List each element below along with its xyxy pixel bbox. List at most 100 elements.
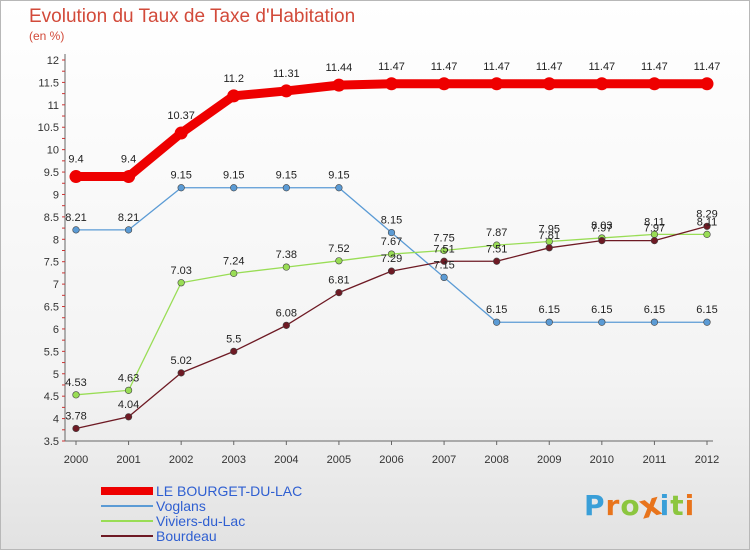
data-label: 6.15: [696, 304, 717, 316]
data-label: 9.15: [223, 170, 244, 182]
legend-label: Bourdeau: [156, 528, 217, 544]
data-label: 6.81: [328, 275, 349, 287]
data-label: 5.02: [170, 355, 191, 367]
data-label: 8.03: [591, 220, 612, 232]
data-label: 4.04: [118, 399, 139, 411]
data-label: 9.15: [170, 170, 191, 182]
data-labels: 9.4 9.4 10.37 11.2 11.31 11.44 11.47 11.47 11.47…: [65, 61, 720, 423]
data-point: [387, 228, 396, 237]
y-tick-label: 5: [53, 369, 59, 381]
data-label: 3.78: [65, 410, 86, 422]
data-label: 7.52: [328, 243, 349, 255]
data-point: [282, 184, 290, 192]
data-label: 11.47: [588, 61, 615, 73]
data-point: [493, 257, 501, 265]
data-point: [598, 318, 606, 326]
series-points: [69, 77, 714, 433]
data-label: 7.03: [170, 265, 191, 277]
data-label: 7.95: [539, 224, 560, 236]
data-point: [177, 184, 185, 192]
data-label: 7.87: [486, 227, 507, 239]
data-label: 7.67: [381, 236, 402, 248]
data-label: 8.15: [381, 215, 402, 227]
x-tick-label: 2007: [432, 454, 456, 466]
y-tick-label: 11: [48, 100, 59, 112]
data-label: 11.47: [641, 61, 668, 73]
y-tick-label: 6: [53, 324, 59, 336]
logo-letter: i: [659, 489, 671, 522]
data-label: 4.53: [65, 377, 86, 389]
data-point: [440, 246, 448, 255]
y-tick-label: 12: [47, 55, 59, 67]
data-point: [493, 241, 501, 249]
logo-letter: o: [620, 489, 641, 522]
data-point: [282, 321, 290, 329]
data-point: [177, 279, 185, 287]
data-label: 7.29: [381, 253, 402, 265]
data-label: 8.21: [118, 212, 139, 224]
y-tick-label: 7.5: [44, 257, 59, 269]
data-point: [174, 126, 188, 140]
y-tick-label: 3.5: [44, 436, 59, 448]
data-label: 6.08: [276, 307, 297, 319]
data-label: 6.15: [539, 304, 560, 316]
data-label: 10.37: [167, 110, 195, 122]
data-point: [230, 347, 238, 355]
data-point: [545, 318, 553, 326]
data-point: [595, 77, 609, 91]
data-point: [69, 170, 83, 184]
data-point: [335, 289, 343, 297]
data-label: 11.47: [431, 61, 458, 73]
data-point: [282, 263, 290, 271]
axes: 3.5 4 4.5 5 5.5 6 6.5 7 7.5 8 8.5 9 9.5 10 10.5 11 11.5 1…: [38, 54, 719, 466]
data-label: 6.15: [644, 304, 665, 316]
x-tick-label: 2012: [695, 454, 719, 466]
data-point: [493, 318, 501, 326]
data-point: [598, 237, 606, 245]
data-label: 9.4: [68, 154, 83, 166]
data-label: 11.47: [694, 61, 721, 73]
x-tick-label: 2002: [169, 454, 193, 466]
data-label: 7.75: [433, 233, 454, 245]
y-tick-label: 9: [53, 189, 59, 201]
data-label: 7.38: [276, 249, 297, 261]
x-tick-label: 2011: [643, 454, 667, 466]
y-tick-label: 4.5: [44, 391, 59, 403]
x-tick-label: 2003: [222, 454, 246, 466]
data-point: [650, 318, 659, 326]
data-label: 7.97: [644, 223, 665, 235]
chart-subtitle: (en %): [29, 29, 65, 43]
data-point: [440, 273, 448, 281]
data-label: 9.15: [276, 170, 297, 182]
data-label: 11.31: [273, 68, 300, 80]
data-point: [545, 244, 553, 252]
data-point: [227, 89, 241, 103]
data-point: [72, 391, 80, 399]
data-point: [703, 222, 711, 230]
x-tick-label: 2001: [116, 454, 140, 466]
data-point: [72, 424, 80, 433]
legend-swatch: [101, 487, 153, 495]
y-tick-label: 10: [47, 145, 59, 157]
logo-letter: t: [670, 489, 685, 522]
logo-letter: P: [584, 489, 606, 522]
proxiti-logo: Proxiti: [584, 484, 695, 526]
legend-swatch: [101, 505, 153, 507]
data-label: 8.11: [644, 216, 665, 228]
data-point: [385, 77, 398, 91]
data-point: [387, 250, 396, 258]
x-tick-label: 2009: [537, 454, 561, 466]
data-point: [437, 77, 451, 91]
legend-swatch: [101, 535, 153, 537]
data-label: 7.81: [539, 230, 560, 242]
data-point: [124, 413, 133, 421]
data-point: [490, 77, 504, 91]
x-tick-label: 2005: [327, 454, 351, 466]
data-label: 6.15: [591, 304, 612, 316]
chart-title: Evolution du Taux de Taxe d'Habitation: [29, 6, 356, 27]
legend-swatch: [101, 520, 153, 522]
data-label: 9.15: [328, 170, 349, 182]
data-point: [542, 77, 556, 91]
x-tick-label: 2000: [64, 454, 88, 466]
